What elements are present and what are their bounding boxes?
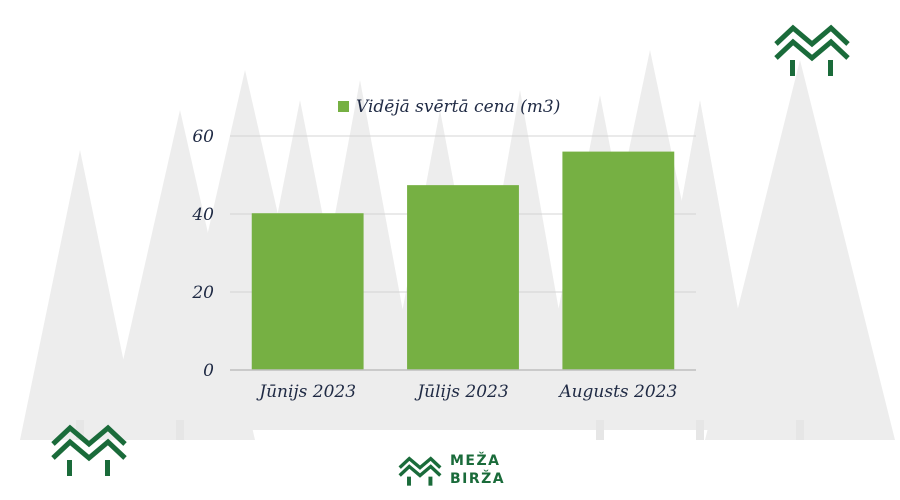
- y-tick-label: 40: [191, 205, 214, 225]
- brand-line-2: BIRŽA: [450, 471, 506, 487]
- bar: [251, 213, 364, 370]
- x-category-label: Jūnijs 2023: [256, 382, 356, 402]
- y-tick-label: 60: [192, 127, 214, 147]
- bars: [251, 151, 675, 370]
- y-axis-ticks: 0 20 40 60: [191, 127, 214, 381]
- x-category-label: Jūlijs 2023: [414, 382, 508, 402]
- legend-label: Vidējā svērtā cena (m3): [356, 97, 560, 117]
- x-axis-labels: Jūnijs 2023 Jūlijs 2023 Augusts 2023: [256, 382, 677, 402]
- y-tick-label: 20: [191, 283, 214, 303]
- brand-line-1: MEŽA: [450, 453, 501, 469]
- logo-bottom-left: [51, 424, 127, 476]
- logo-footer: [398, 456, 442, 486]
- bar: [562, 151, 675, 370]
- bar: [407, 185, 519, 370]
- y-tick-label: 0: [203, 361, 214, 381]
- legend: Vidējā svērtā cena (m3): [338, 97, 560, 117]
- legend-swatch: [338, 101, 349, 112]
- logo-top-right: [774, 24, 850, 76]
- brand-wordmark: MEŽA BIRŽA: [450, 452, 505, 488]
- meza-birza-logo-icon: [774, 24, 850, 62]
- meza-birza-logo-icon: [398, 456, 442, 478]
- meza-birza-logo-icon: [51, 424, 127, 462]
- x-category-label: Augusts 2023: [557, 382, 677, 402]
